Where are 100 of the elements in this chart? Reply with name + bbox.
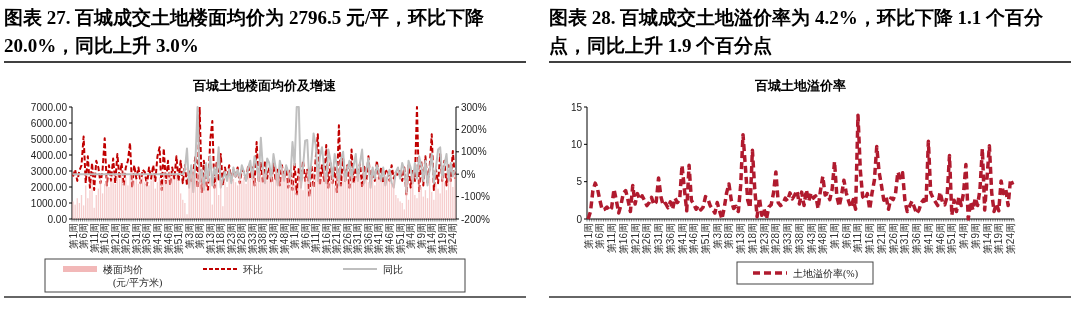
x-tick-label: 第24周 xyxy=(447,223,459,255)
x-tick-label: 第11周 xyxy=(852,223,864,254)
chart-subtitle: 百城土地溢价率 xyxy=(754,78,846,93)
chart-title: 图表 27. 百城成交土地楼面均价为 2796.5 元/平，环比下降 20.0%，同比上升 3.0% xyxy=(4,6,486,58)
x-tick-label: 第3周 xyxy=(183,223,195,249)
x-tick-label: 第26周 xyxy=(120,223,132,255)
x-tick-label: 第21周 xyxy=(875,223,887,255)
x-tick-label: 第46周 xyxy=(934,223,946,255)
x-tick-label: 第6周 xyxy=(299,223,311,249)
x-tick-label: 第14周 xyxy=(981,223,993,255)
x-tick-label: 第24周 xyxy=(1004,223,1016,255)
x-tick-label: 第26周 xyxy=(887,223,899,255)
y-tick-label: 5000.00 xyxy=(30,133,68,145)
x-tick-label: 第8周 xyxy=(194,223,206,249)
x-tick-label: 第1周 xyxy=(67,223,79,249)
x-tick-label: 第36周 xyxy=(362,223,374,255)
x-tick-label: 第36周 xyxy=(664,223,676,255)
x-tick-label: 第41周 xyxy=(151,223,163,255)
x-tick-label: 第28周 xyxy=(770,223,782,255)
x-tick-label: 第51周 xyxy=(946,223,958,255)
x-tick-label: 第21周 xyxy=(629,223,641,255)
x-tick-label: 第31周 xyxy=(899,223,911,255)
y-tick-label: 1000.00 xyxy=(30,197,68,209)
y-tick-label: 4000.00 xyxy=(30,149,68,161)
x-tick-label: 第11周 xyxy=(606,223,618,254)
x-tick-label: 第46周 xyxy=(384,223,396,255)
x-tick-label: 第6周 xyxy=(78,223,90,249)
y-tick-label: 2000.00 xyxy=(30,181,68,193)
x-tick-label: 第33周 xyxy=(246,223,258,255)
x-tick-label: 第13周 xyxy=(735,223,747,255)
x-tick-label: 第31周 xyxy=(653,223,665,255)
x-tick-label: 第9周 xyxy=(969,223,981,249)
x-tick-label: 第16周 xyxy=(320,223,332,255)
y-tick-label: 7000.00 xyxy=(30,101,68,113)
x-tick-label: 第36周 xyxy=(911,223,923,255)
legend-label: 楼面均价 (元/平方米) xyxy=(103,264,163,289)
x-tick-label: 第31周 xyxy=(352,223,364,255)
x-tick-label: 第28周 xyxy=(236,223,248,255)
x-tick-label: 第23周 xyxy=(758,223,770,255)
legend-label: 土地溢价率(%) xyxy=(793,268,858,280)
x-tick-label: 第11周 xyxy=(88,223,100,254)
y2-tick-label: 200% xyxy=(461,123,487,135)
x-tick-label: 第51周 xyxy=(699,223,711,255)
x-tick-label: 第16周 xyxy=(99,223,111,255)
x-tick-label: 第48周 xyxy=(817,223,829,255)
x-tick-label: 第19周 xyxy=(993,223,1005,255)
x-tick-label: 第18周 xyxy=(215,223,227,255)
x-tick-label: 第46周 xyxy=(162,223,174,255)
y2-tick-label: 100% xyxy=(461,146,487,158)
x-tick-label: 第41周 xyxy=(922,223,934,255)
x-tick-label: 第6周 xyxy=(840,223,852,249)
x-tick-label: 第51周 xyxy=(173,223,185,255)
x-tick-label: 第48周 xyxy=(278,223,290,255)
x-tick-label: 第21周 xyxy=(109,223,121,255)
x-tick-label: 第36周 xyxy=(141,223,153,255)
x-tick-label: 第31周 xyxy=(130,223,142,255)
x-tick-label: 第4周 xyxy=(958,223,970,249)
y-tick-label: 5 xyxy=(576,176,583,188)
x-tick-label: 第18周 xyxy=(746,223,758,255)
x-tick-label: 第46周 xyxy=(688,223,700,255)
x-tick-label: 第38周 xyxy=(257,223,269,255)
chart-subtitle: 百城土地楼面均价及增速 xyxy=(191,78,337,93)
x-tick-label: 第26周 xyxy=(641,223,653,255)
y-tick-label: 6000.00 xyxy=(30,117,68,129)
x-tick-label: 第8周 xyxy=(723,223,735,249)
x-tick-label: 第51周 xyxy=(394,223,406,255)
y-tick-label: 3000.00 xyxy=(30,165,68,177)
x-tick-label: 第14周 xyxy=(426,223,438,255)
chart-title: 图表 28. 百城成交土地溢价率为 4.2%，环比下降 1.1 个百分点，同比上升 1.9 个百分点 xyxy=(549,6,1044,58)
x-tick-label: 第9周 xyxy=(415,223,427,249)
x-tick-label: 第1周 xyxy=(829,223,841,249)
x-tick-label: 第3周 xyxy=(711,223,723,249)
x-tick-label: 第26周 xyxy=(341,223,353,255)
x-tick-label: 第13周 xyxy=(204,223,216,255)
y-tick-label: 15 xyxy=(570,101,583,113)
x-tick-label: 第11周 xyxy=(310,223,322,254)
x-tick-label: 第6周 xyxy=(594,223,606,249)
x-tick-label: 第21周 xyxy=(331,223,343,255)
x-tick-label: 第43周 xyxy=(805,223,817,255)
x-tick-label: 第1周 xyxy=(582,223,594,249)
x-tick-label: 第16周 xyxy=(617,223,629,255)
x-tick-label: 第33周 xyxy=(782,223,794,255)
x-tick-label: 第23周 xyxy=(225,223,237,255)
x-tick-label: 第19周 xyxy=(436,223,448,255)
y-tick-label: 0.00 xyxy=(47,213,68,225)
x-tick-label: 第41周 xyxy=(676,223,688,255)
x-tick-label: 第43周 xyxy=(267,223,279,255)
x-tick-label: 第38周 xyxy=(793,223,805,255)
y2-tick-label: -200% xyxy=(461,213,491,225)
y2-tick-label: 300% xyxy=(461,101,487,113)
x-tick-label: 第16周 xyxy=(864,223,876,255)
x-tick-label: 第4周 xyxy=(405,223,417,249)
y-tick-label: 0 xyxy=(576,213,583,225)
x-tick-label: 第1周 xyxy=(289,223,301,249)
y2-tick-label: 0% xyxy=(461,168,476,180)
legend-label: 同比 xyxy=(383,264,403,275)
y-tick-label: 10 xyxy=(570,138,583,150)
x-tick-label: 第41周 xyxy=(373,223,385,255)
y2-tick-label: -100% xyxy=(461,191,491,203)
legend-label: 环比 xyxy=(243,264,263,275)
